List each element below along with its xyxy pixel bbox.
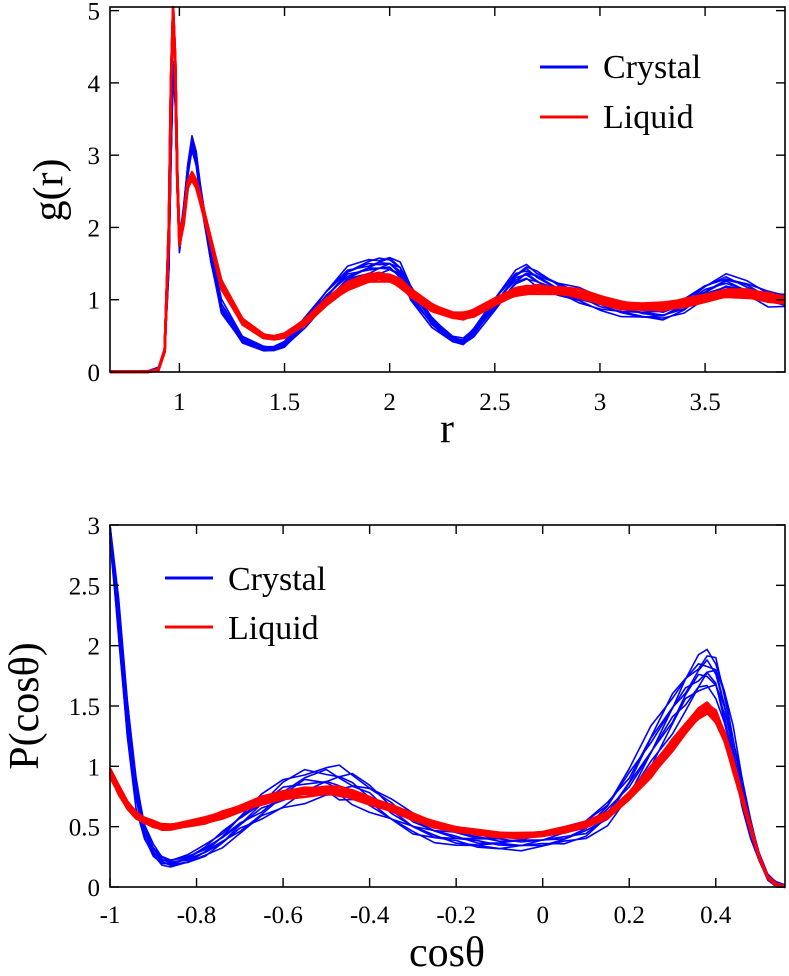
bond-angle-x-axis-label: cosθ (409, 930, 485, 976)
bond-angle-x-tick-label: -0.6 (263, 902, 303, 929)
bond-angle-liquid-curve (108, 712, 786, 889)
bond-angle-x-tick-label: -0.4 (350, 902, 390, 929)
bond-angle-x-tick-label: -1 (100, 902, 121, 929)
bond-angle-series-layer (108, 524, 786, 889)
bond-angle-x-tick-label: 0 (536, 902, 549, 929)
bond-angle-ticks: -1 -0.8 -0.6 -0.4 -0.2 0 0.2 0.4 0 0.5 1 1.5 2 2.5 3 (69, 513, 785, 929)
bond-angle-y-tick-label: 2.5 (69, 573, 100, 600)
rdf-x-tick-label: 1 (173, 389, 186, 416)
bond-angle-crystal-curve (109, 539, 786, 888)
bond-angle-y-tick-label: 1.5 (69, 694, 100, 721)
rdf-y-tick-label: 5 (88, 0, 101, 26)
rdf-x-tick-label: 2.5 (479, 389, 510, 416)
rdf-x-tick-label: 3 (594, 389, 607, 416)
bond-angle-x-tick-label: -0.2 (436, 902, 476, 929)
bond-angle-x-tick-label: 0.2 (614, 902, 645, 929)
bond-angle-y-axis-label: P(cosθ) (2, 642, 48, 769)
rdf-y-tick-label: 3 (88, 143, 101, 170)
rdf-liquid-curve (109, 6, 786, 373)
rdf-legend-label-liquid: Liquid (603, 99, 694, 136)
bond-angle-series-liquid (108, 701, 786, 889)
rdf-series-liquid (109, 5, 786, 374)
rdf-legend-label-crystal: Crystal (603, 49, 701, 86)
rdf-series-layer (109, 5, 786, 374)
rdf-legend: Crystal Liquid (540, 49, 701, 136)
rdf-y-tick-label: 0 (88, 360, 101, 387)
bond-angle-legend-label-crystal: Crystal (228, 561, 326, 598)
rdf-ticks: 1 1.5 2 2.5 3 3.5 0 1 2 3 4 5 (88, 0, 785, 416)
bond-angle-x-tick-label: -0.8 (177, 902, 217, 929)
rdf-y-tick-label: 1 (88, 288, 101, 315)
bond-angle-y-tick-label: 0.5 (69, 815, 100, 842)
bond-angle-crystal-curve (109, 541, 785, 888)
bond-angle-liquid-curve (108, 711, 786, 889)
rdf-panel: 1 1.5 2 2.5 3 3.5 0 1 2 3 4 5 r g(r) Crystal Liquid (26, 0, 786, 452)
bond-angle-y-tick-label: 2 (88, 634, 101, 661)
bond-angle-y-tick-label: 0 (88, 875, 101, 902)
rdf-x-tick-label: 2 (383, 389, 396, 416)
bond-angle-panel: -1 -0.8 -0.6 -0.4 -0.2 0 0.2 0.4 0 0.5 1 1.5 2 2.5 3 c… (2, 513, 786, 976)
rdf-y-tick-label: 4 (88, 71, 101, 98)
bond-angle-liquid-curve (108, 701, 786, 888)
rdf-y-tick-label: 2 (88, 215, 101, 242)
rdf-plot-frame (109, 6, 786, 373)
rdf-x-axis-label: r (440, 406, 454, 452)
bond-angle-y-tick-label: 3 (88, 513, 101, 540)
bond-angle-x-tick-label: 0.4 (700, 902, 732, 929)
bond-angle-y-tick-label: 1 (88, 754, 101, 781)
bond-angle-legend-label-liquid: Liquid (228, 610, 319, 647)
rdf-x-tick-label: 1.5 (269, 389, 300, 416)
bond-angle-legend: Crystal Liquid (165, 561, 326, 647)
rdf-y-axis-label: g(r) (26, 159, 72, 222)
rdf-x-tick-label: 3.5 (689, 389, 720, 416)
bond-angle-crystal-curve (109, 525, 786, 888)
